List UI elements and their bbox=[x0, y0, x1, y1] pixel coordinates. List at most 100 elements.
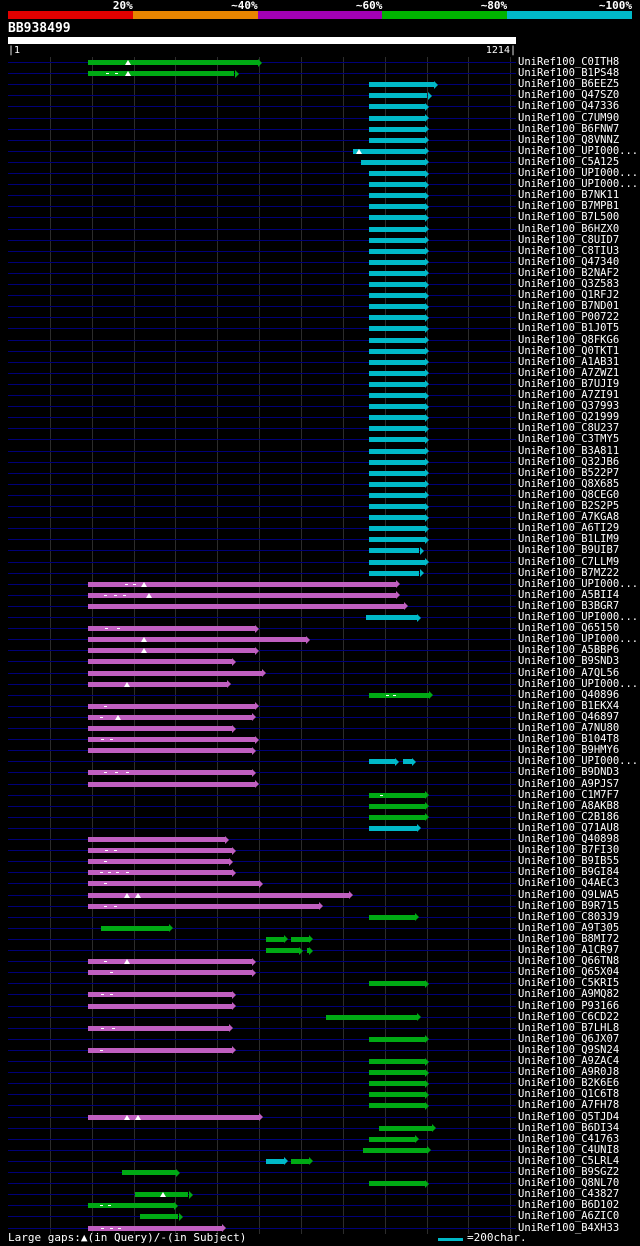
hit-alignment-bar[interactable] bbox=[122, 1170, 177, 1175]
hit-label[interactable]: UniRef100_C6CD22 bbox=[518, 1010, 620, 1023]
hit-alignment-bar[interactable] bbox=[368, 126, 425, 132]
hit-label[interactable]: UniRef100_C8UID7 bbox=[518, 233, 620, 246]
hit-alignment-bar[interactable] bbox=[360, 159, 425, 165]
hit-label[interactable]: UniRef100_Q37993 bbox=[518, 400, 620, 413]
hit-alignment-bar[interactable] bbox=[368, 470, 425, 476]
hit-label[interactable]: UniRef100_UPI000... bbox=[518, 178, 639, 191]
hit-alignment-bar[interactable] bbox=[368, 359, 425, 365]
hit-label[interactable]: UniRef100_A7FH78 bbox=[518, 1099, 620, 1112]
hit-label[interactable]: UniRef100_B7LHL8 bbox=[518, 1021, 620, 1034]
hit-alignment-bar[interactable] bbox=[368, 193, 425, 199]
hit-label[interactable]: UniRef100_C7UM90 bbox=[518, 111, 620, 124]
hit-label[interactable]: UniRef100_A7KGA8 bbox=[518, 511, 620, 524]
hit-alignment-bar[interactable] bbox=[368, 814, 425, 820]
hit-label[interactable]: UniRef100_Q47SZ0 bbox=[518, 89, 620, 102]
hit-alignment-bar[interactable] bbox=[378, 1125, 432, 1131]
hit-alignment-bar[interactable] bbox=[88, 859, 229, 865]
hit-label[interactable]: UniRef100_Q40898 bbox=[518, 833, 620, 845]
hit-alignment-bar[interactable] bbox=[368, 171, 425, 176]
hit-label[interactable]: UniRef100_A9MQ82 bbox=[518, 988, 620, 1001]
hit-alignment-bar[interactable] bbox=[368, 1103, 425, 1109]
hit-alignment-bar[interactable] bbox=[88, 626, 255, 632]
hit-label[interactable]: UniRef100_Q1RFJ2 bbox=[518, 289, 620, 302]
hit-label[interactable]: UniRef100_B6EEZ5 bbox=[518, 78, 620, 91]
hit-label[interactable]: UniRef100_C5A125 bbox=[518, 155, 620, 168]
hit-alignment-bar[interactable] bbox=[88, 71, 235, 77]
hit-label[interactable]: UniRef100_C3TMY5 bbox=[518, 433, 620, 446]
hit-alignment-bar[interactable] bbox=[88, 770, 252, 776]
hit-alignment-bar[interactable] bbox=[88, 603, 404, 609]
hit-label[interactable]: UniRef100_B9SGZ2 bbox=[518, 1166, 620, 1178]
hit-alignment-bar[interactable] bbox=[368, 1081, 425, 1087]
hit-alignment-bar[interactable] bbox=[88, 892, 349, 898]
hit-alignment-bar[interactable] bbox=[368, 93, 428, 99]
hit-label[interactable]: UniRef100_Q71AU8 bbox=[518, 821, 620, 834]
hit-alignment-bar[interactable] bbox=[368, 825, 418, 831]
hit-alignment-bar[interactable] bbox=[88, 959, 252, 965]
hit-label[interactable]: UniRef100_B7MPB1 bbox=[518, 200, 620, 213]
hit-label[interactable]: UniRef100_B6DI34 bbox=[518, 1121, 620, 1134]
hit-alignment-bar[interactable] bbox=[403, 759, 413, 765]
hit-alignment-bar[interactable] bbox=[88, 648, 255, 654]
hit-label[interactable]: UniRef100_Q9LWA5 bbox=[518, 888, 620, 901]
hit-alignment-bar[interactable] bbox=[88, 881, 259, 887]
hit-label[interactable]: UniRef100_C5LRL4 bbox=[518, 1154, 620, 1167]
hit-alignment-bar[interactable] bbox=[368, 315, 425, 321]
hit-label[interactable]: UniRef100_A7NU80 bbox=[518, 722, 620, 734]
hit-label[interactable]: UniRef100_Q47336 bbox=[518, 100, 620, 113]
hit-alignment-bar[interactable] bbox=[88, 1114, 259, 1120]
hit-alignment-bar[interactable] bbox=[368, 448, 425, 454]
hit-alignment-bar[interactable] bbox=[368, 348, 425, 354]
hit-label[interactable]: UniRef100_UPI000... bbox=[518, 677, 639, 690]
hit-alignment-bar[interactable] bbox=[368, 215, 425, 221]
hit-label[interactable]: UniRef100_UPI000... bbox=[518, 633, 639, 646]
hit-alignment-bar[interactable] bbox=[368, 137, 425, 143]
hit-label[interactable]: UniRef100_Q8FKG6 bbox=[518, 333, 620, 346]
hit-label[interactable]: UniRef100_B2K6E6 bbox=[518, 1077, 620, 1090]
hit-label[interactable]: UniRef100_UPI000... bbox=[518, 755, 639, 768]
hit-alignment-bar[interactable] bbox=[88, 637, 307, 643]
hit-label[interactable]: UniRef100_B3BGR7 bbox=[518, 599, 620, 612]
hit-label[interactable]: UniRef100_A7ZWZ1 bbox=[518, 366, 620, 379]
hit-alignment-bar[interactable] bbox=[368, 981, 425, 987]
hit-alignment-bar[interactable] bbox=[88, 726, 232, 731]
hit-label[interactable]: UniRef100_Q66TN8 bbox=[518, 955, 620, 968]
hit-alignment-bar[interactable] bbox=[88, 970, 252, 976]
hit-alignment-bar[interactable] bbox=[368, 1092, 425, 1098]
hit-alignment-bar[interactable] bbox=[368, 515, 425, 521]
hit-label[interactable]: UniRef100_A1AB31 bbox=[518, 355, 620, 368]
hit-label[interactable]: UniRef100_B7NK11 bbox=[518, 189, 620, 202]
hit-alignment-bar[interactable] bbox=[368, 459, 425, 465]
hit-label[interactable]: UniRef100_B7UJI9 bbox=[518, 377, 620, 390]
hit-alignment-bar[interactable] bbox=[368, 1036, 425, 1042]
hit-label[interactable]: UniRef100_Q8NL70 bbox=[518, 1177, 620, 1190]
hit-label[interactable]: UniRef100_B2S2P5 bbox=[518, 500, 620, 512]
hit-label[interactable]: UniRef100_B7L500 bbox=[518, 211, 620, 224]
hit-alignment-bar[interactable] bbox=[368, 326, 425, 332]
hit-label[interactable]: UniRef100_B4XH33 bbox=[518, 1221, 620, 1234]
hit-alignment-bar[interactable] bbox=[368, 492, 425, 498]
hit-alignment-bar[interactable] bbox=[368, 226, 425, 232]
hit-alignment-bar[interactable] bbox=[368, 82, 434, 88]
hit-alignment-bar[interactable] bbox=[265, 936, 285, 942]
hit-alignment-bar[interactable] bbox=[265, 948, 300, 953]
hit-alignment-bar[interactable] bbox=[100, 925, 169, 931]
hit-label[interactable]: UniRef100_B7MZ22 bbox=[518, 566, 620, 579]
hit-alignment-bar[interactable] bbox=[368, 393, 425, 398]
hit-alignment-bar[interactable] bbox=[368, 115, 425, 121]
hit-alignment-bar[interactable] bbox=[368, 248, 425, 254]
hit-label[interactable]: UniRef100_C2B186 bbox=[518, 810, 620, 823]
hit-alignment-bar[interactable] bbox=[368, 1059, 425, 1064]
hit-label[interactable]: UniRef100_A8AKB8 bbox=[518, 799, 620, 812]
hit-alignment-bar[interactable] bbox=[368, 237, 425, 243]
hit-alignment-bar[interactable] bbox=[88, 748, 252, 754]
hit-label[interactable]: UniRef100_B9GI84 bbox=[518, 866, 620, 879]
hit-alignment-bar[interactable] bbox=[368, 293, 425, 299]
hit-label[interactable]: UniRef100_C0ITH8 bbox=[518, 56, 620, 68]
hit-label[interactable]: UniRef100_C803J9 bbox=[518, 910, 620, 923]
hit-label[interactable]: UniRef100_B7ND01 bbox=[518, 300, 620, 313]
hit-alignment-bar[interactable] bbox=[368, 404, 425, 410]
hit-alignment-bar[interactable] bbox=[265, 1158, 285, 1164]
hit-label[interactable]: UniRef100_C7LLM9 bbox=[518, 555, 620, 568]
hit-alignment-bar[interactable] bbox=[368, 803, 425, 809]
